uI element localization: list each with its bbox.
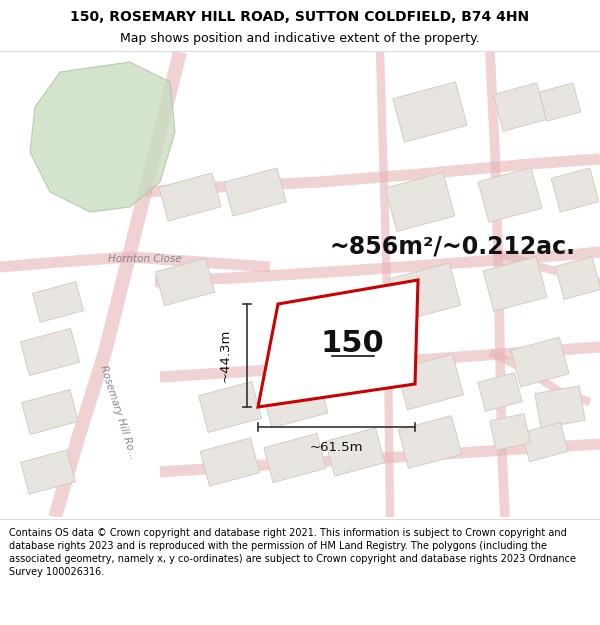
Polygon shape (389, 262, 461, 321)
Polygon shape (224, 168, 286, 216)
Polygon shape (490, 414, 530, 450)
Polygon shape (385, 173, 455, 231)
Polygon shape (258, 280, 418, 407)
Polygon shape (535, 386, 585, 428)
Polygon shape (30, 62, 175, 212)
Polygon shape (493, 83, 547, 131)
Text: Rosemary Hill Ro...: Rosemary Hill Ro... (98, 364, 138, 461)
Polygon shape (264, 434, 326, 482)
Polygon shape (200, 438, 260, 486)
Polygon shape (159, 173, 221, 221)
Text: ~856m²/~0.212ac.: ~856m²/~0.212ac. (330, 235, 576, 259)
Polygon shape (511, 337, 569, 387)
Text: Hornton Close: Hornton Close (108, 254, 182, 264)
Text: Map shows position and indicative extent of the property.: Map shows position and indicative extent… (120, 32, 480, 45)
Text: ~61.5m: ~61.5m (310, 441, 363, 454)
Polygon shape (522, 422, 568, 462)
Polygon shape (22, 389, 79, 434)
Polygon shape (551, 168, 599, 212)
Polygon shape (398, 416, 462, 468)
Text: ~44.3m: ~44.3m (218, 329, 232, 382)
Text: Contains OS data © Crown copyright and database right 2021. This information is : Contains OS data © Crown copyright and d… (9, 528, 576, 578)
Polygon shape (393, 82, 467, 142)
Polygon shape (478, 372, 522, 411)
Polygon shape (20, 450, 76, 494)
Polygon shape (155, 258, 215, 306)
Text: 150, ROSEMARY HILL ROAD, SUTTON COLDFIELD, B74 4HN: 150, ROSEMARY HILL ROAD, SUTTON COLDFIEL… (70, 11, 530, 24)
Polygon shape (555, 257, 600, 299)
Text: 150: 150 (320, 329, 384, 358)
Polygon shape (397, 354, 463, 410)
Polygon shape (262, 376, 328, 428)
Polygon shape (325, 428, 385, 476)
Polygon shape (478, 168, 542, 222)
Polygon shape (483, 257, 547, 311)
Polygon shape (20, 328, 80, 376)
Polygon shape (32, 282, 83, 322)
Polygon shape (539, 83, 581, 121)
Polygon shape (199, 381, 262, 432)
